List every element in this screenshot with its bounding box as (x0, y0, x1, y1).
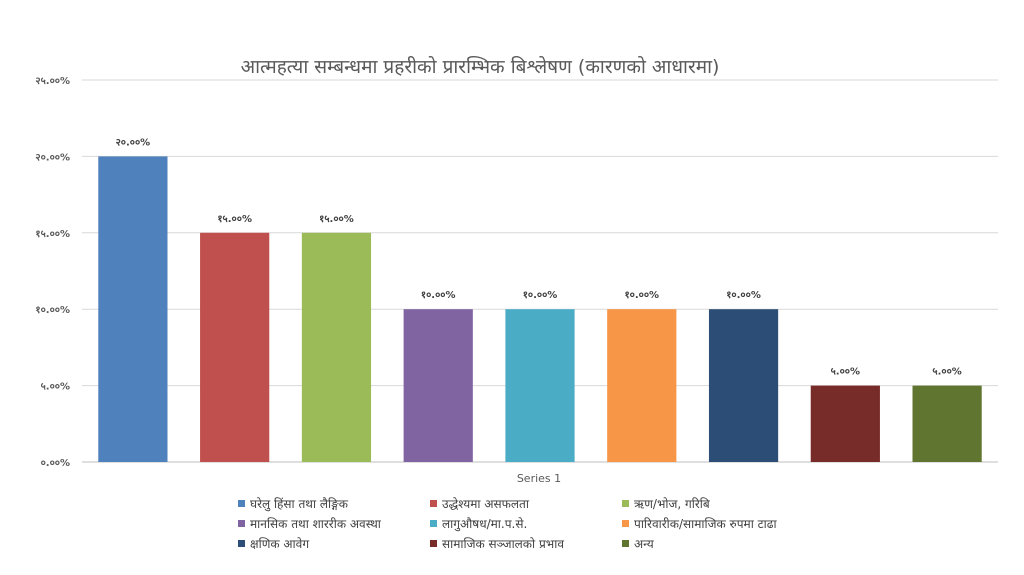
data-label: १०.००% (421, 290, 456, 301)
data-label: १५.००% (319, 214, 354, 225)
legend-item: लागुऔषध/मा.प.से. (430, 515, 618, 532)
legend-label: लागुऔषध/मा.प.से. (442, 517, 528, 531)
legend-item: पारिवारीक/सामाजिक रुपमा टाढा (622, 515, 810, 532)
legend-item: उद्धेश्यमा असफलता (430, 495, 618, 512)
bar (505, 309, 575, 462)
bar (708, 309, 779, 462)
x-axis-label: Series 1 (517, 472, 561, 485)
legend-label: उद्धेश्यमा असफलता (442, 497, 529, 511)
legend-item: क्षणिक आवेग (238, 535, 426, 552)
y-tick-label: १०.००% (35, 305, 70, 316)
legend-label: मानसिक तथा शाररीक अवस्था (250, 517, 381, 531)
y-tick-label: २५.००% (35, 76, 70, 87)
legend-item: अन्य (622, 535, 810, 552)
y-tick-label: ०.००% (41, 458, 70, 469)
legend-label: अन्य (634, 537, 654, 551)
legend-label: घरेलु हिंसा तथा लैङ्गिक (250, 497, 348, 511)
bar (200, 232, 270, 462)
legend-swatch (238, 500, 245, 507)
legend-swatch (430, 520, 437, 527)
legend: घरेलु हिंसा तथा लैङ्गिक उद्धेश्यमा असफलता… (238, 495, 818, 552)
legend-swatch (430, 500, 437, 507)
bar (98, 156, 168, 462)
legend-swatch (238, 520, 245, 527)
data-label: १५.००% (217, 214, 252, 225)
legend-label: सामाजिक सञ्जालको प्रभाव (442, 537, 564, 551)
legend-swatch (622, 520, 629, 527)
data-label: ५.००% (932, 367, 961, 378)
legend-item: घरेलु हिंसा तथा लैङ्गिक (238, 495, 426, 512)
bar (810, 385, 880, 462)
legend-item: ऋण/भोज, गरिबि (622, 495, 810, 512)
bar (301, 232, 372, 462)
chart-title: आत्महत्या सम्बन्धमा प्रहरीको प्रारम्भिक … (241, 55, 720, 78)
data-label: २०.००% (116, 137, 151, 148)
bar (912, 385, 982, 462)
legend-swatch (238, 540, 245, 547)
bar (607, 309, 677, 462)
bar (403, 309, 473, 462)
y-tick-label: २०.००% (35, 152, 70, 163)
legend-label: ऋण/भोज, गरिबि (634, 497, 710, 511)
y-tick-label: १५.००% (35, 229, 70, 240)
y-tick-label: ५.००% (41, 382, 70, 393)
legend-item: मानसिक तथा शाररीक अवस्था (238, 515, 426, 532)
data-label: ५.००% (831, 367, 860, 378)
legend-label: पारिवारीक/सामाजिक रुपमा टाढा (634, 517, 777, 531)
legend-swatch (622, 540, 629, 547)
legend-swatch (430, 540, 437, 547)
legend-item: सामाजिक सञ्जालको प्रभाव (430, 535, 618, 552)
data-label: १०.००% (624, 290, 659, 301)
data-label: १०.००% (726, 290, 761, 301)
legend-swatch (622, 500, 629, 507)
legend-label: क्षणिक आवेग (250, 537, 310, 551)
data-label: १०.००% (523, 290, 558, 301)
